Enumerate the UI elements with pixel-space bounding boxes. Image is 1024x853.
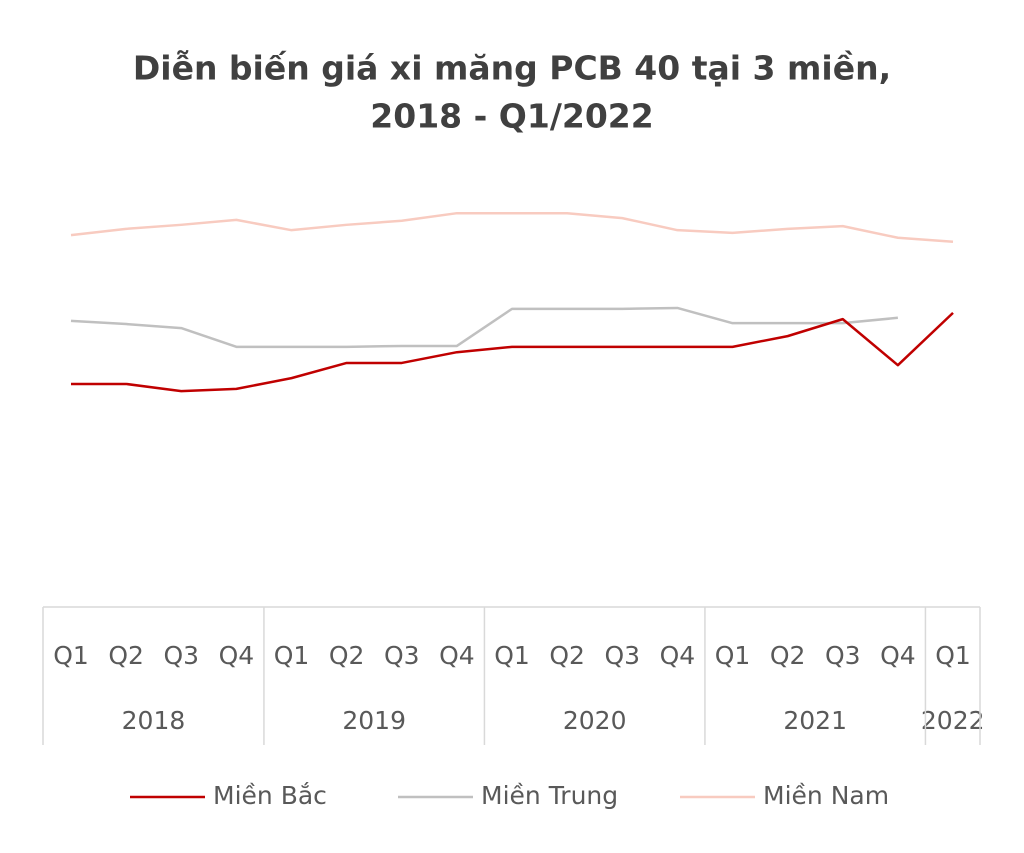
x-group-label: 2018: [122, 706, 186, 735]
x-tick-label: Q3: [825, 641, 861, 670]
x-tick-label: Q1: [53, 641, 89, 670]
series-line: [71, 311, 954, 393]
x-tick-label: Q3: [384, 641, 420, 670]
x-tick-label: Q4: [660, 641, 696, 670]
chart-title: Diễn biến giá xi măng PCB 40 tại 3 miền,: [133, 49, 891, 88]
x-tick-label: Q4: [219, 641, 255, 670]
x-group-label: 2020: [563, 706, 627, 735]
x-tick-label: Q4: [880, 641, 916, 670]
x-tick-label: Q2: [329, 641, 365, 670]
x-tick-label: Q4: [439, 641, 475, 670]
x-group-label: 2021: [783, 706, 847, 735]
chart-title: 2018 - Q1/2022: [370, 97, 653, 136]
x-group-label: 2022: [921, 706, 985, 735]
x-group-label: 2019: [342, 706, 406, 735]
series-line: [70, 306, 898, 349]
series-line: [70, 211, 954, 244]
x-tick-label: Q2: [108, 641, 144, 670]
legend-label: Miền Trung: [481, 781, 618, 810]
x-tick-label: Q1: [494, 641, 530, 670]
x-tick-label: Q1: [935, 641, 971, 670]
x-tick-label: Q2: [770, 641, 806, 670]
x-tick-label: Q1: [715, 641, 751, 670]
x-tick-label: Q2: [549, 641, 585, 670]
x-tick-label: Q3: [163, 641, 199, 670]
x-tick-label: Q3: [604, 641, 640, 670]
legend-label: Miền Nam: [763, 781, 889, 810]
x-tick-label: Q1: [274, 641, 310, 670]
legend-label: Miền Bắc: [213, 781, 327, 810]
